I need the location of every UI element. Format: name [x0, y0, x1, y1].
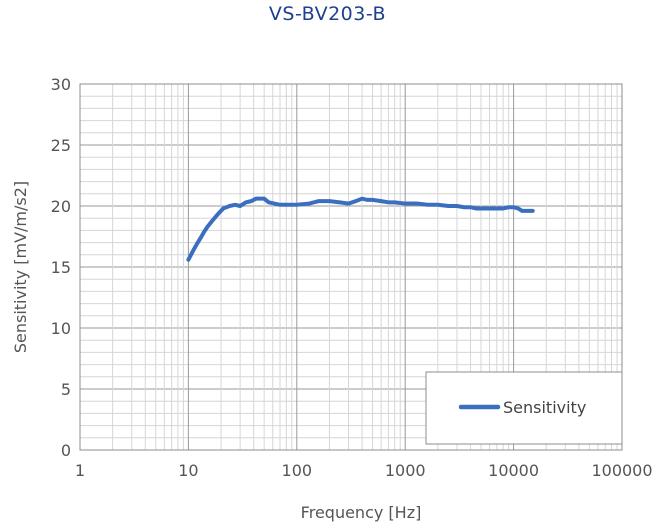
plot-border: [79, 83, 623, 451]
y-tick-label: 0: [61, 441, 71, 460]
chart-title: VS-BV203-B: [268, 3, 387, 25]
x-axis-title: Frequency [Hz]: [301, 503, 422, 522]
y-tick-labels: 0 5 10 15 20 25 30: [51, 75, 71, 460]
series-layer: [186, 196, 535, 262]
y-tick-label: 15: [51, 258, 71, 277]
x-tick-label: 10000: [488, 461, 539, 480]
y-tick-label: 5: [61, 380, 71, 399]
y-tick-label: 30: [51, 75, 71, 94]
legend-label-sensitivity: Sensitivity: [503, 398, 586, 417]
x-tick-label: 1000: [385, 461, 426, 480]
x-tick-label: 1: [75, 461, 85, 480]
x-tick-label: 100000: [591, 461, 652, 480]
y-axis-title: Sensitivity [mV/m/s2]: [11, 181, 30, 353]
x-tick-label: 10: [178, 461, 198, 480]
legend-box: [425, 371, 623, 445]
x-tick-labels: 1 10 100 1000 10000 100000: [75, 461, 653, 480]
y-tick-label: 25: [51, 136, 71, 155]
series-line-sensitivity: [186, 196, 535, 262]
y-tick-label: 20: [51, 197, 71, 216]
x-tick-label: 100: [282, 461, 313, 480]
legend: Sensitivity: [425, 371, 623, 445]
y-tick-label: 10: [51, 319, 71, 338]
